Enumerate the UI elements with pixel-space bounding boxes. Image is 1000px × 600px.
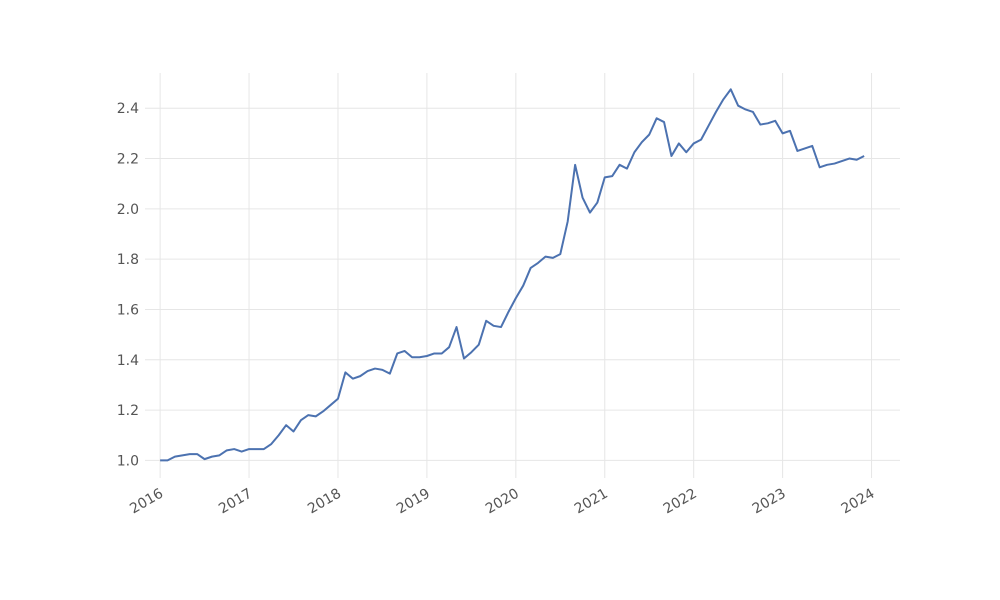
x-tick-label: 2017 (216, 486, 255, 518)
y-tick-label: 2.4 (117, 101, 139, 117)
x-tick-label: 2024 (839, 486, 878, 518)
x-tick-label: 2019 (394, 486, 433, 518)
y-tick-label: 1.4 (117, 353, 139, 369)
x-tick-label: 2020 (483, 486, 522, 518)
x-tick-label: 2018 (305, 486, 344, 518)
x-tick-label: 2016 (127, 486, 166, 518)
y-tick-label: 1.2 (117, 403, 139, 419)
x-tick-label: 2021 (572, 486, 611, 518)
x-tick-label: 2022 (661, 486, 700, 518)
data-line (160, 88, 865, 462)
x-tick-label: 2023 (750, 486, 789, 518)
y-tick-label: 1.0 (117, 453, 139, 469)
y-tick-label: 2.0 (117, 202, 139, 218)
y-tick-label: 2.2 (117, 152, 139, 168)
y-tick-label: 1.6 (117, 302, 139, 318)
y-tick-label: 1.8 (117, 252, 139, 268)
